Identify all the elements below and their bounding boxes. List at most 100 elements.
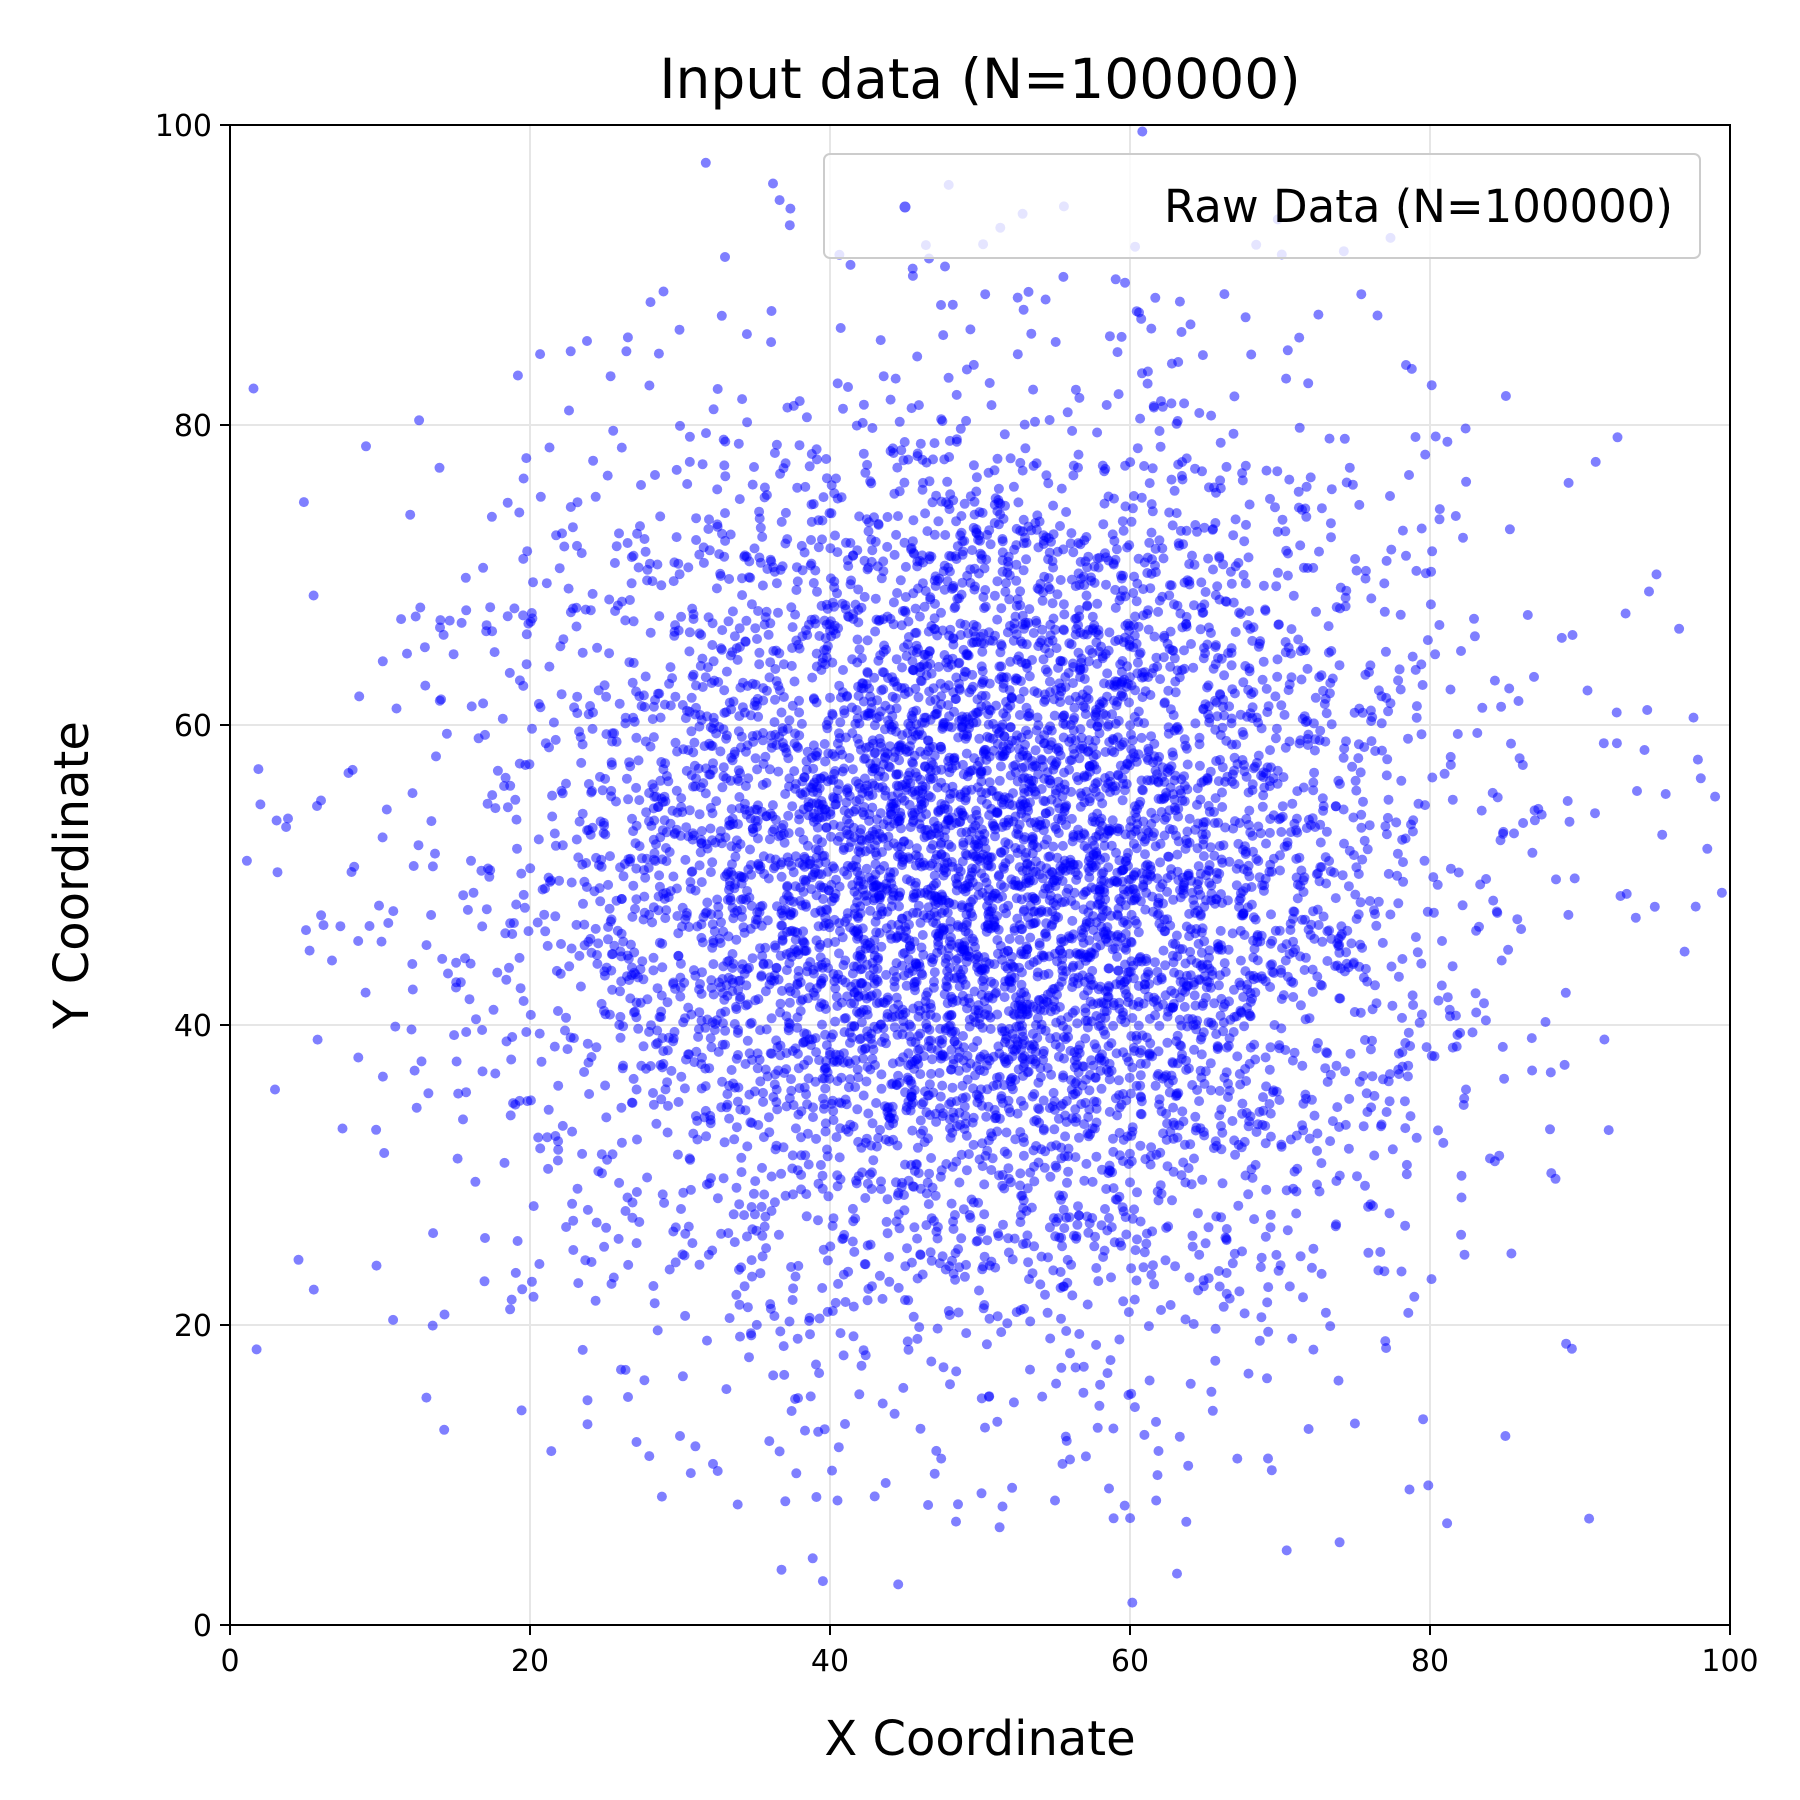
data-point <box>822 1255 833 1266</box>
data-point <box>873 518 884 529</box>
data-point <box>488 1004 499 1015</box>
data-point <box>1603 1125 1614 1136</box>
data-point <box>940 261 950 272</box>
data-point <box>1402 1071 1413 1082</box>
data-point <box>1082 1128 1093 1139</box>
data-point <box>1320 852 1331 863</box>
data-point <box>583 779 594 789</box>
data-point <box>571 621 582 632</box>
data-point <box>1230 627 1241 637</box>
data-point <box>862 1295 873 1306</box>
data-point <box>1316 1158 1327 1169</box>
data-point <box>1073 775 1084 786</box>
data-point <box>1287 798 1298 809</box>
data-point <box>1280 526 1291 537</box>
data-point <box>654 881 665 892</box>
data-point <box>853 1072 864 1083</box>
data-point <box>512 1236 523 1246</box>
data-point <box>1294 422 1305 433</box>
data-point <box>719 460 730 471</box>
data-point <box>1187 1230 1198 1241</box>
data-point <box>1262 1297 1273 1308</box>
data-point <box>640 546 651 557</box>
data-point <box>604 903 615 914</box>
data-point <box>1229 984 1239 995</box>
data-point <box>623 1259 634 1270</box>
data-point <box>1098 867 1109 878</box>
data-point <box>414 415 425 426</box>
data-point <box>1007 1482 1018 1493</box>
data-point <box>915 1250 926 1260</box>
data-point <box>1040 1146 1051 1157</box>
data-point <box>564 961 575 972</box>
data-point <box>835 717 846 728</box>
data-point <box>543 1104 554 1115</box>
data-point <box>1185 1378 1196 1389</box>
data-point <box>897 662 907 673</box>
data-point <box>1091 637 1102 648</box>
data-point <box>377 832 388 843</box>
data-point <box>942 476 953 487</box>
data-point <box>1403 733 1413 744</box>
data-point <box>1082 1299 1093 1310</box>
data-point <box>407 984 418 995</box>
data-point <box>790 1271 801 1282</box>
data-point <box>998 708 1009 719</box>
data-point <box>1281 1545 1292 1556</box>
data-point <box>1559 1059 1570 1070</box>
data-point <box>1233 838 1244 849</box>
data-point <box>882 1194 893 1205</box>
data-point <box>1150 292 1161 303</box>
data-point <box>443 968 453 979</box>
data-point <box>1425 599 1436 610</box>
data-point <box>936 691 947 702</box>
data-point <box>764 764 775 775</box>
data-point <box>1345 1048 1356 1059</box>
data-point <box>614 528 624 539</box>
data-point <box>715 938 726 948</box>
data-point <box>854 739 865 749</box>
data-point <box>439 1424 450 1435</box>
data-point <box>1066 1259 1077 1270</box>
data-point <box>957 577 968 588</box>
data-point <box>628 1073 639 1084</box>
data-point <box>1185 319 1196 330</box>
data-point <box>1215 475 1226 486</box>
data-point <box>1058 1281 1069 1292</box>
data-point <box>1400 1220 1411 1231</box>
data-point <box>376 936 387 947</box>
data-point <box>764 1436 775 1447</box>
data-point <box>1084 1085 1095 1096</box>
data-point <box>1289 1047 1300 1058</box>
data-point <box>938 1362 949 1373</box>
data-point <box>1080 1033 1091 1044</box>
data-point <box>1219 670 1230 681</box>
data-point <box>705 802 716 813</box>
data-point <box>923 902 934 913</box>
data-point <box>668 871 679 882</box>
data-point <box>308 1284 319 1295</box>
data-point <box>950 1248 961 1259</box>
data-point <box>685 1468 696 1479</box>
data-point <box>1551 874 1561 885</box>
data-point <box>900 1295 910 1305</box>
data-point <box>1145 583 1156 594</box>
data-point <box>466 855 476 866</box>
data-point <box>1166 474 1177 485</box>
data-point <box>1003 1247 1014 1258</box>
data-point <box>586 1257 597 1267</box>
data-point <box>1335 582 1346 593</box>
data-point <box>1351 785 1362 796</box>
data-point <box>390 1021 401 1032</box>
data-point <box>780 458 791 469</box>
data-point <box>1015 1168 1026 1179</box>
data-point <box>787 1150 798 1161</box>
data-point <box>947 299 958 310</box>
data-point <box>1074 1329 1085 1339</box>
data-point <box>573 852 584 863</box>
data-point <box>900 561 911 572</box>
data-point <box>848 1331 859 1342</box>
data-point <box>971 717 982 728</box>
data-point <box>893 1579 904 1590</box>
data-point <box>954 1065 964 1076</box>
